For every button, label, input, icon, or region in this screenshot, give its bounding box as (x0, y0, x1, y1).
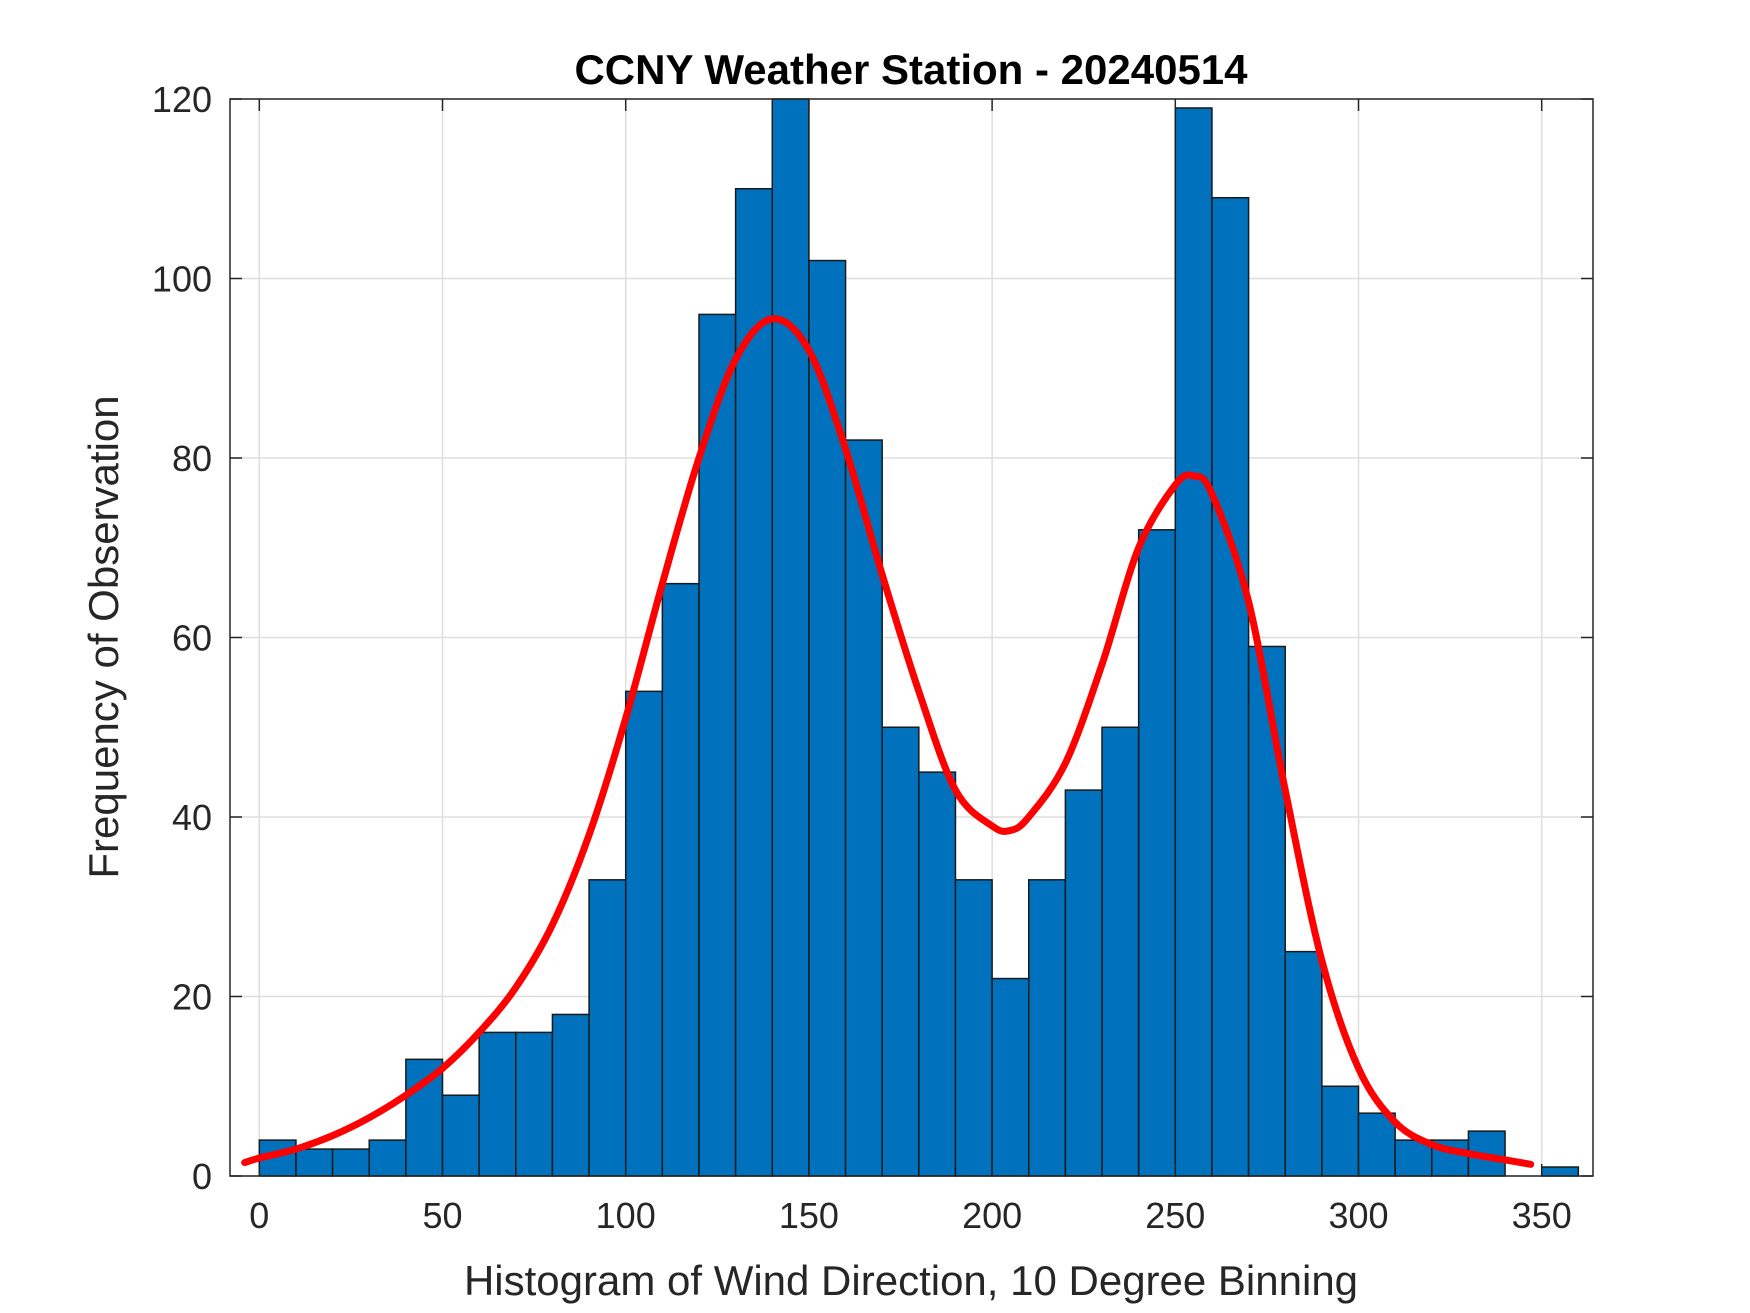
histogram-bar (1174, 107, 1213, 1177)
y-tick-label: 100 (152, 259, 212, 300)
histogram-bar (331, 1148, 370, 1177)
histogram-bar (991, 977, 1030, 1177)
histogram-bar (295, 1148, 334, 1177)
y-tick-label: 120 (152, 79, 212, 120)
x-tick-label: 150 (779, 1195, 839, 1236)
x-tick-labels: 0 50 100 150 200 250 300 350 (249, 1195, 1571, 1236)
x-tick-label: 350 (1512, 1195, 1572, 1236)
y-axis-label: Frequency of Observation (80, 395, 127, 878)
histogram-bar (844, 439, 883, 1177)
histogram-bar (771, 98, 810, 1177)
y-tick-label: 80 (172, 438, 212, 479)
y-tick-label: 60 (172, 618, 212, 659)
x-tick-label: 250 (1145, 1195, 1205, 1236)
x-tick-label: 0 (249, 1195, 269, 1236)
y-tick-label: 20 (172, 977, 212, 1018)
histogram-bar (1064, 789, 1103, 1177)
x-tick-label: 50 (422, 1195, 462, 1236)
x-tick-label: 200 (962, 1195, 1022, 1236)
histogram-bar (1211, 196, 1250, 1177)
histogram-bar (478, 1031, 517, 1177)
histogram-bar (588, 879, 627, 1177)
histogram-bar (1247, 645, 1286, 1177)
histogram-bar (918, 771, 957, 1177)
histogram-bar (698, 313, 737, 1177)
chart-title: CCNY Weather Station - 20240514 (574, 46, 1248, 93)
histogram-bar (1394, 1139, 1433, 1177)
x-tick-label: 300 (1328, 1195, 1388, 1236)
histogram-bar (1284, 950, 1323, 1177)
histogram-bar (551, 1013, 590, 1177)
axis-ticks (230, 98, 1593, 1177)
y-tick-labels: 0 20 40 60 80 100 120 (152, 79, 212, 1197)
histogram-bar (1101, 726, 1140, 1177)
histogram-bar (515, 1031, 554, 1177)
histogram-bar (734, 188, 774, 1177)
x-tick-label: 100 (596, 1195, 656, 1236)
histogram-bar (1540, 1166, 1580, 1177)
histogram-bar (1357, 1112, 1396, 1177)
y-tick-label: 40 (172, 797, 212, 838)
histogram-bar (661, 582, 700, 1177)
histogram-bar (1027, 879, 1067, 1177)
fit-curve-group (241, 315, 1535, 1168)
histogram-bar (881, 726, 920, 1177)
y-tick-label: 0 (192, 1156, 212, 1197)
histogram-bar (808, 259, 847, 1177)
x-axis-label: Histogram of Wind Direction, 10 Degree B… (464, 1257, 1358, 1304)
histogram-bar (1321, 1085, 1360, 1177)
fit-curve-line (241, 315, 1535, 1168)
histogram-bar (954, 879, 993, 1177)
histogram-bar (441, 1094, 480, 1177)
histogram-bar (1137, 529, 1177, 1177)
histogram-bar (368, 1139, 407, 1177)
histogram-bar (624, 690, 664, 1177)
